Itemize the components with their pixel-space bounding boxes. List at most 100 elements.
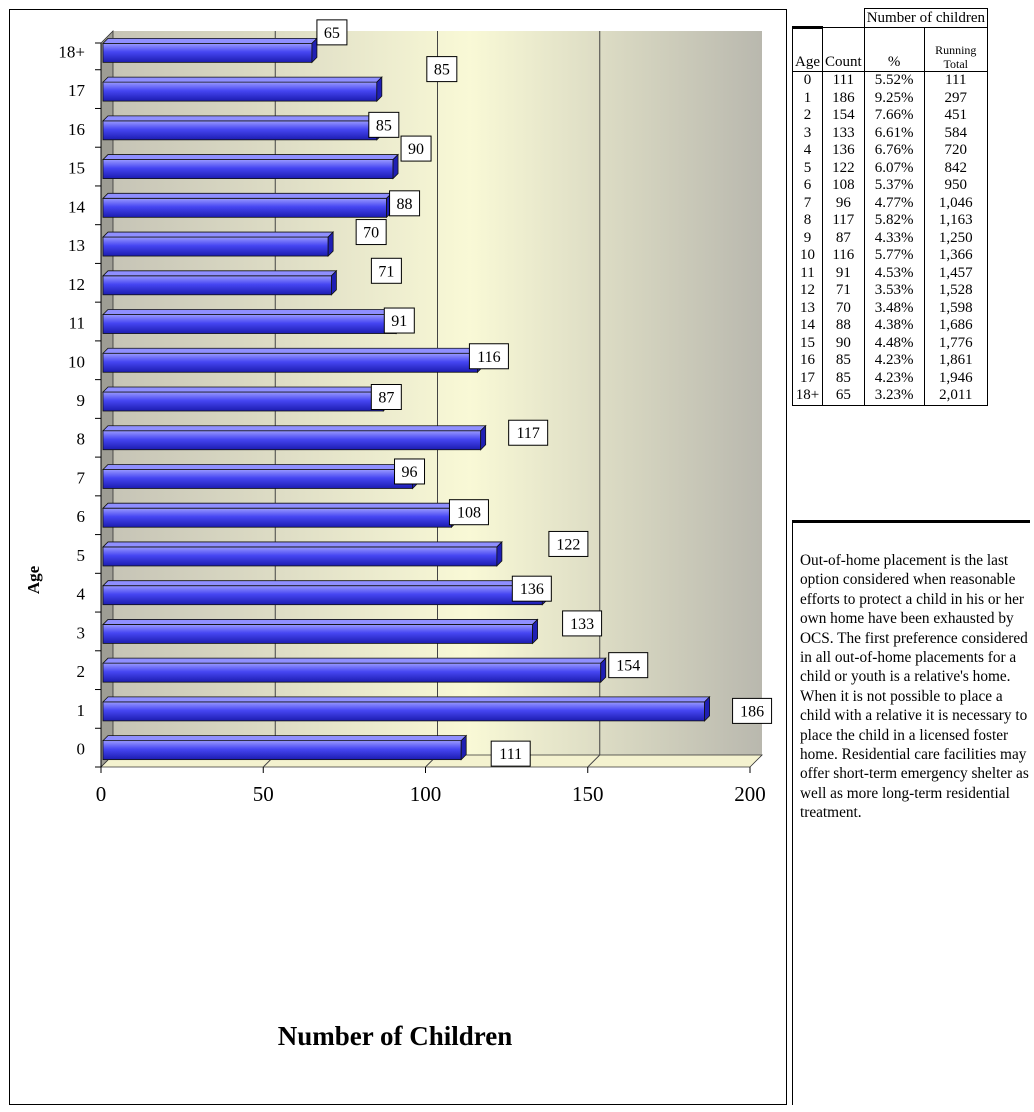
x-axis-title: Number of Children <box>278 1021 513 1051</box>
bar-top <box>102 541 503 548</box>
bar <box>102 740 462 761</box>
table-row: 13 70 3.48% 1,598 <box>792 299 988 317</box>
percent-cell: 3.48% <box>863 299 925 317</box>
count-cell: 96 <box>822 194 865 212</box>
data-label-text: 186 <box>740 703 764 720</box>
percent-cell: 9.25% <box>863 89 925 107</box>
table-group-header-row: Number of children <box>793 8 988 28</box>
data-label: 108 <box>448 499 489 526</box>
bar-end <box>460 734 467 761</box>
data-label-box <box>508 419 549 446</box>
data-label-text: 122 <box>556 536 580 553</box>
table-body: 0 111 5.52% 111 1 186 9.25% 297 2 154 7.66% 451 3 133… <box>792 71 988 406</box>
count-cell: 108 <box>822 177 865 195</box>
running-label: Running <box>935 43 977 57</box>
bar-end <box>496 540 503 567</box>
running-total-cell: 1,861 <box>923 352 988 370</box>
y-tick-label: 8 <box>77 430 86 449</box>
note-text: Out-of-home placement is the last option… <box>800 552 1029 822</box>
data-label-text: 111 <box>499 746 522 763</box>
bar <box>102 275 332 296</box>
bar-end <box>532 618 538 645</box>
bar-end <box>704 695 710 722</box>
percent-cell: 6.76% <box>863 142 925 160</box>
data-label: 70 <box>355 219 387 246</box>
data-label-box <box>732 697 773 724</box>
table-row: 1 186 9.25% 297 <box>792 89 988 107</box>
running-total-cell: 1,046 <box>923 194 988 212</box>
y-tick-label: 1 <box>77 701 86 720</box>
age-cell: 6 <box>792 177 823 195</box>
y-tick-label: 10 <box>68 352 85 371</box>
running-total-cell: 584 <box>923 124 988 142</box>
bar <box>102 120 378 141</box>
age-cell: 17 <box>792 369 823 387</box>
count-cell: 91 <box>822 264 865 282</box>
running-total-cell: 111 <box>923 71 988 90</box>
data-label-box <box>370 257 402 284</box>
bar <box>102 42 313 63</box>
percent-cell: 4.77% <box>863 194 925 212</box>
bar <box>102 197 387 218</box>
data-label-box <box>383 307 415 334</box>
y-axis-title: Age <box>24 565 43 594</box>
bar <box>102 546 498 567</box>
data-label: 133 <box>562 610 603 637</box>
bar-top <box>102 37 318 44</box>
percent-cell: 4.53% <box>863 264 925 282</box>
chart-frame: 0 50 100 150 200 0 1 2 3 4 5 6 7 8 9 10 11 12 13 14 15 16 17 18… <box>9 9 787 1105</box>
y-tick-label: 18+ <box>58 42 85 61</box>
data-label: 96 <box>394 458 426 485</box>
percent-cell: 7.66% <box>863 107 925 125</box>
age-cell: 1 <box>792 89 823 107</box>
running-total-cell: 720 <box>923 142 988 160</box>
y-tick-label: 0 <box>77 740 86 759</box>
percent-cell: 3.53% <box>863 282 925 300</box>
count-cell: 133 <box>822 124 865 142</box>
percent-cell: 5.82% <box>863 212 925 230</box>
table-row: 16 85 4.23% 1,861 <box>792 352 988 370</box>
data-label-box <box>370 384 402 410</box>
bar-top <box>102 76 383 83</box>
bar-top <box>102 657 607 664</box>
data-label-text: 90 <box>408 141 424 158</box>
data-label-box <box>355 219 387 246</box>
x-tick-label: 50 <box>253 782 274 806</box>
age-cell: 11 <box>792 264 823 282</box>
table-header-age: Age <box>792 26 823 72</box>
data-label-text: 96 <box>402 464 418 481</box>
y-tick-label: 17 <box>68 81 86 100</box>
running-total-cell: 1,163 <box>923 212 988 230</box>
running-total-cell: 2,011 <box>923 387 988 406</box>
y-tick-label: 9 <box>77 391 86 410</box>
table-row: 15 90 4.48% 1,776 <box>792 334 988 352</box>
table-row: 11 91 4.53% 1,457 <box>792 264 988 282</box>
count-cell: 71 <box>822 282 865 300</box>
age-cell: 4 <box>792 142 823 160</box>
percent-cell: 6.07% <box>863 159 925 177</box>
running-total-cell: 842 <box>923 159 988 177</box>
data-label-text: 136 <box>520 581 544 598</box>
bar-top <box>102 231 335 238</box>
table-row: 8 117 5.82% 1,163 <box>792 212 988 230</box>
running-total-cell: 1,686 <box>923 317 988 335</box>
percent-cell: 5.52% <box>863 71 925 90</box>
count-cell: 70 <box>822 299 865 317</box>
data-label-box <box>426 56 458 83</box>
age-cell: 3 <box>792 124 823 142</box>
data-label: 91 <box>383 307 415 334</box>
data-label-text: 87 <box>378 390 394 407</box>
percent-cell: 3.23% <box>863 387 925 406</box>
data-label-text: 133 <box>570 616 594 633</box>
data-label-text: 85 <box>434 62 450 79</box>
table-row: 12 71 3.53% 1,528 <box>792 282 988 300</box>
table-row: 4 136 6.76% 720 <box>792 142 988 160</box>
data-label: 154 <box>608 652 649 679</box>
data-label-text: 108 <box>457 505 481 522</box>
data-label-text: 85 <box>376 117 392 134</box>
bar <box>102 159 394 179</box>
y-tick-label: 2 <box>77 662 86 681</box>
bar-end <box>600 657 607 684</box>
percent-cell: 5.77% <box>863 247 925 265</box>
count-cell: 65 <box>822 387 865 406</box>
